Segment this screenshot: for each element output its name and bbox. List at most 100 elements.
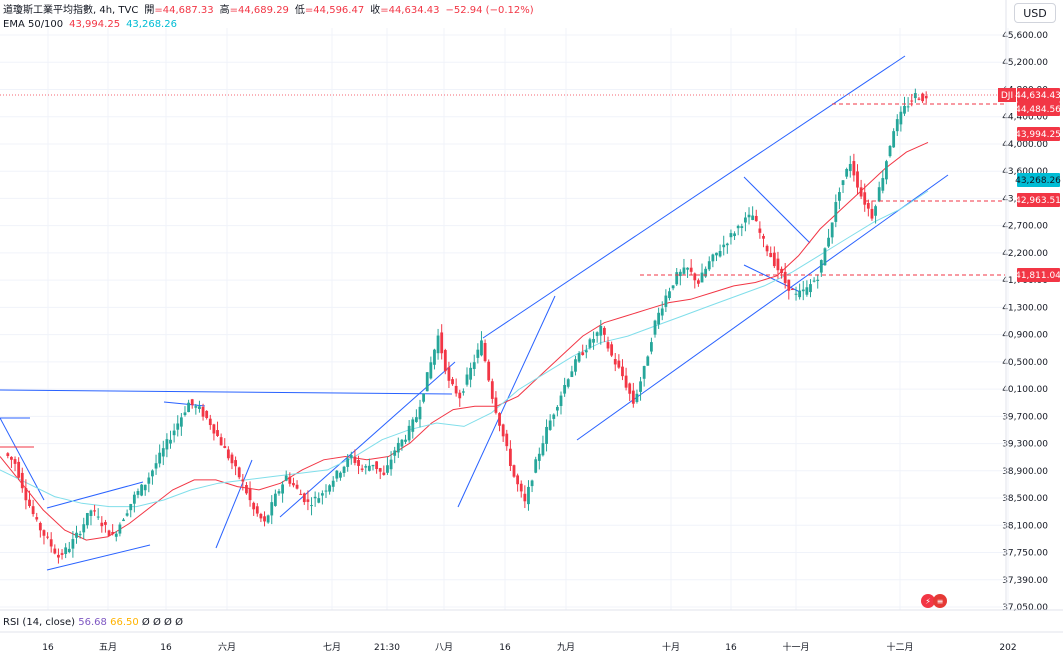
candle-body bbox=[657, 312, 661, 325]
candle-body bbox=[747, 214, 751, 218]
candle-body bbox=[89, 510, 93, 516]
candle-body bbox=[885, 161, 888, 180]
ema-label[interactable]: EMA 50/100 bbox=[3, 19, 64, 30]
x-tick-label: 16 bbox=[499, 643, 511, 653]
candle-body bbox=[830, 222, 834, 238]
price-badge: 44,484.56 bbox=[1015, 102, 1061, 116]
candle-body bbox=[245, 485, 248, 494]
candle-body bbox=[284, 475, 288, 481]
candle-body bbox=[378, 468, 382, 472]
candle-body bbox=[111, 531, 115, 535]
candle-body bbox=[114, 533, 118, 537]
price-badge-bg bbox=[1017, 127, 1060, 141]
candle-body bbox=[921, 93, 924, 102]
candle-body bbox=[151, 470, 154, 477]
candle-body bbox=[725, 243, 729, 246]
candle-body bbox=[143, 484, 147, 491]
x-tick-label: 六月 bbox=[218, 641, 236, 653]
candle-body bbox=[255, 506, 259, 514]
candle-body bbox=[461, 391, 465, 393]
candle-body bbox=[292, 483, 295, 486]
candle-body bbox=[122, 519, 125, 522]
candle-body bbox=[447, 367, 451, 381]
candle-body bbox=[165, 439, 169, 450]
candle-body bbox=[161, 448, 165, 457]
candle-body bbox=[845, 168, 849, 177]
y-tick-label: 37,750.00 bbox=[1002, 549, 1048, 559]
candle-body bbox=[349, 455, 353, 458]
candle-body bbox=[588, 339, 592, 348]
flag-icon[interactable]: ≡ bbox=[933, 594, 947, 608]
candle-body bbox=[49, 539, 53, 547]
candle-body bbox=[371, 464, 375, 467]
event-icons[interactable]: ⚡ ≡ bbox=[921, 594, 947, 608]
y-tick-label: 38,500.00 bbox=[1002, 494, 1048, 504]
candle-body bbox=[704, 268, 708, 277]
x-tick-label: 16 bbox=[160, 643, 172, 653]
candle-body bbox=[266, 515, 270, 523]
candle-body bbox=[791, 289, 794, 291]
ema-lines bbox=[0, 141, 929, 541]
candle-body bbox=[852, 161, 856, 176]
candle-body bbox=[451, 379, 454, 385]
candle-body bbox=[78, 533, 82, 536]
candle-body bbox=[404, 439, 407, 442]
candle-body bbox=[805, 287, 809, 295]
candle-body bbox=[754, 215, 758, 222]
lightning-icon[interactable]: ⚡ bbox=[921, 594, 935, 608]
candle-body bbox=[418, 406, 422, 420]
candle-body bbox=[216, 430, 219, 436]
candle-body bbox=[140, 484, 143, 496]
candle-body bbox=[10, 456, 13, 460]
candle-body bbox=[194, 406, 198, 408]
candle-body bbox=[331, 480, 335, 487]
y-tick-label: 43,600.00 bbox=[1002, 167, 1048, 177]
price-badges: DJI 44,634.4344,484.5643,994.2543,268.264… bbox=[998, 88, 1061, 282]
candle-body bbox=[892, 131, 896, 148]
candle-body bbox=[545, 426, 548, 444]
currency-button[interactable]: USD bbox=[1014, 3, 1056, 23]
y-tick-label: 45,200.00 bbox=[1002, 58, 1048, 68]
candle-body bbox=[248, 488, 252, 501]
candle-body bbox=[28, 499, 31, 506]
y-tick-label: 39,300.00 bbox=[1002, 440, 1048, 450]
candle-body bbox=[230, 454, 234, 464]
candle-body bbox=[38, 522, 42, 531]
candle-body bbox=[125, 513, 129, 516]
candle-body bbox=[606, 342, 610, 349]
candle-body bbox=[516, 475, 520, 485]
candle-body bbox=[480, 340, 483, 356]
candle-body bbox=[393, 450, 397, 456]
candle-body bbox=[555, 406, 559, 411]
trendline bbox=[215, 459, 253, 549]
candle-body bbox=[729, 233, 733, 238]
y-tick-label: 38,100.00 bbox=[1002, 521, 1048, 531]
ema100-value: 43,268.26 bbox=[126, 19, 177, 30]
candle-body bbox=[722, 244, 726, 248]
candle-body bbox=[335, 470, 339, 479]
candle-body bbox=[577, 353, 581, 362]
horizontal-lines bbox=[0, 94, 1005, 448]
candle-body bbox=[812, 280, 816, 282]
candle-body bbox=[697, 280, 700, 284]
candle-body bbox=[621, 366, 624, 377]
candle-body bbox=[67, 548, 71, 553]
candle-body bbox=[903, 105, 906, 114]
candle-body bbox=[132, 494, 136, 504]
candle-body bbox=[631, 390, 635, 404]
candle-body bbox=[736, 225, 740, 229]
price-badge-text: 43,268.26 bbox=[1015, 176, 1061, 186]
candle-body bbox=[668, 291, 671, 299]
candle-body bbox=[660, 308, 664, 316]
candle-body bbox=[85, 513, 89, 526]
candle-body bbox=[866, 203, 870, 209]
candle-body bbox=[924, 96, 928, 99]
candle-body bbox=[469, 367, 473, 380]
candle-body bbox=[874, 206, 877, 216]
rsi-legend: RSI (14, close) 56.68 66.50 Ø Ø Ø Ø bbox=[3, 617, 183, 628]
close-value: =44,634.43 bbox=[380, 5, 440, 16]
candle-body bbox=[628, 383, 632, 394]
candle-body bbox=[476, 349, 480, 358]
trendline bbox=[743, 264, 801, 293]
